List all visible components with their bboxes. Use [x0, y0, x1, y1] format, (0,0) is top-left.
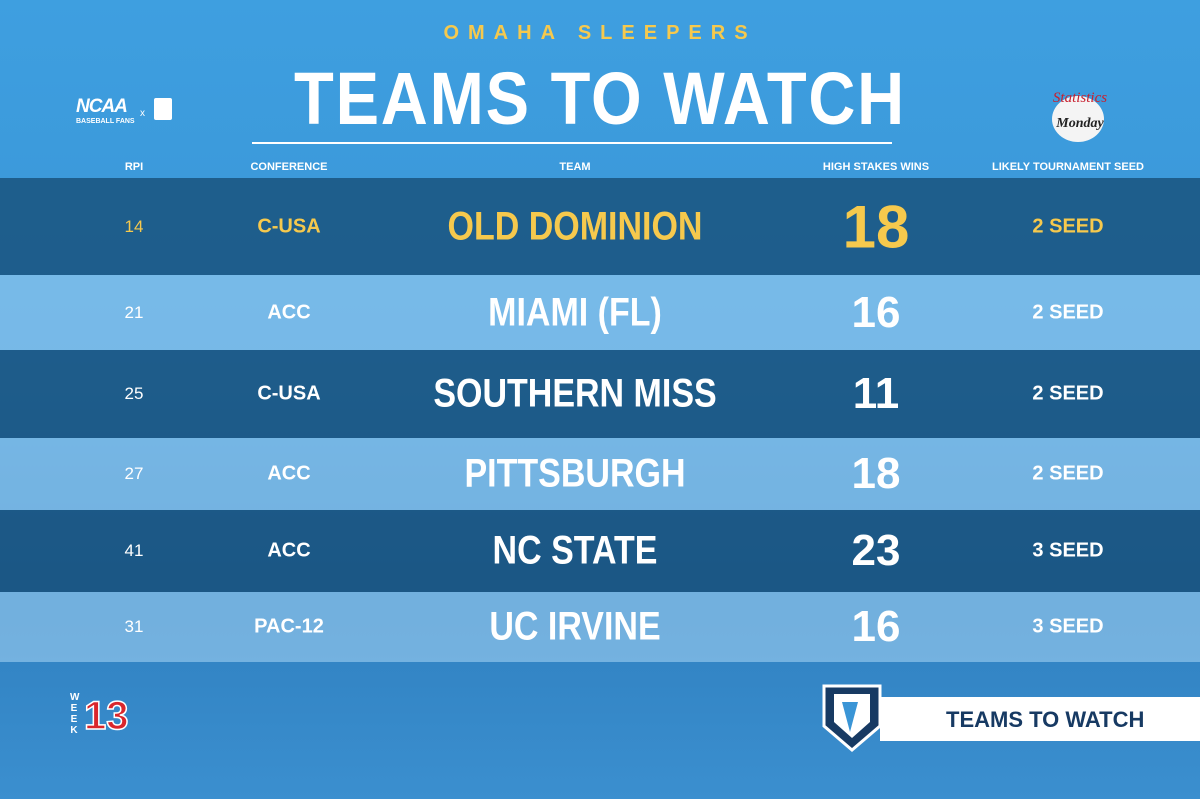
table-cell: 18 [851, 449, 901, 498]
table-row: 31 PAC-12 UC IRVINE 16 3 SEED [0, 592, 1200, 662]
table-cell: 2 SEED [1032, 215, 1104, 237]
logo-top: Statistics [1052, 90, 1108, 106]
table-cell: 27 [124, 464, 144, 483]
table-cell: SOUTHERN MISS [433, 371, 717, 416]
table-cell: 21 [124, 302, 144, 322]
column-header: HIGH STAKES WINS [822, 161, 930, 173]
title: TEAMS TO WATCH [294, 57, 906, 140]
table-row: 27 ACC PITTSBURGH 18 2 SEED [0, 438, 1200, 510]
logo-icon [154, 98, 172, 120]
table-cell: 16 [851, 287, 901, 337]
title-rule [252, 142, 892, 144]
table-cell: 2 SEED [1032, 462, 1104, 485]
table-cell: ACC [267, 301, 311, 323]
table-cell: ACC [267, 462, 311, 485]
table-cell: ACC [267, 539, 311, 562]
table-cell: 16 [851, 602, 901, 651]
table-row: 14 C-USA OLD DOMINION 18 2 SEED [0, 178, 1200, 275]
logo-name: NCAA [76, 96, 128, 117]
column-header: LIKELY TOURNAMENT SEED [992, 161, 1144, 173]
table-cell: OLD DOMINION [447, 204, 703, 248]
table-cell: 3 SEED [1032, 539, 1104, 562]
table-cell: C-USA [257, 382, 321, 405]
subtitle: OMAHA SLEEPERS [443, 22, 757, 44]
table-cell: UC IRVINE [489, 604, 661, 649]
week-number: 13 [83, 693, 129, 739]
table-cell: C-USA [257, 215, 321, 237]
week-text: WEEK [70, 692, 80, 736]
cws-shield [822, 684, 882, 752]
footer-banner: TEAMS TO WATCH [880, 697, 1200, 741]
table-cell: 2 SEED [1032, 382, 1104, 405]
banner-text: TEAMS TO WATCH [946, 707, 1145, 732]
table-cell: MIAMI (FL) [488, 290, 662, 334]
table-cell: 3 SEED [1032, 615, 1104, 638]
table-row: 21 ACC MIAMI (FL) 16 2 SEED [0, 275, 1200, 350]
logo-bottom: Monday [1056, 116, 1104, 131]
stats-monday-logo: Statistics Monday [1040, 86, 1120, 146]
table-cell: PITTSBURGH [464, 451, 686, 496]
ncaa-logo: NCAA BASEBALL FANS x [76, 96, 186, 125]
table-cell: 25 [124, 384, 144, 403]
table-cell: NC STATE [492, 528, 658, 573]
column-header: CONFERENCE [250, 161, 328, 173]
table-cell: 23 [851, 526, 901, 575]
logo-separator: x [140, 108, 145, 119]
baseball-icon [1052, 96, 1104, 142]
table-cell: 14 [124, 216, 144, 236]
table-cell: 18 [842, 193, 910, 260]
table-cell: 11 [852, 369, 900, 418]
column-header: RPI [124, 161, 144, 173]
table-row: 25 C-USA SOUTHERN MISS 11 2 SEED [0, 350, 1200, 438]
table-cell: 41 [124, 541, 144, 560]
column-header: TEAM [559, 161, 591, 173]
table-row: 41 ACC NC STATE 23 3 SEED [0, 510, 1200, 592]
logo-caption: BASEBALL FANS [76, 118, 135, 125]
table-cell: 31 [124, 617, 144, 636]
table-cell: PAC-12 [254, 615, 324, 638]
week-label: WEEK [68, 692, 80, 736]
table-cell: 2 SEED [1032, 301, 1104, 323]
